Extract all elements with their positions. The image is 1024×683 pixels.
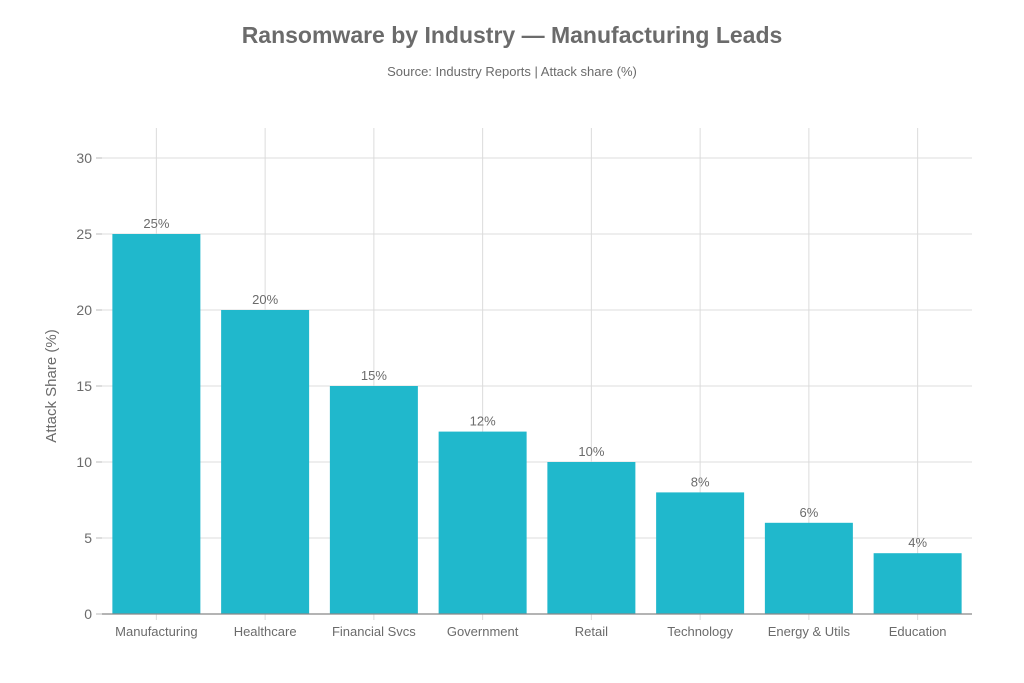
data-label: 8% [691,474,710,489]
bar-government [438,431,527,614]
y-tick-label: 25 [76,226,92,242]
bar-technology [656,492,745,614]
x-tick-label: Energy & Utils [768,624,851,639]
data-label: 12% [470,414,496,429]
y-tick-label: 5 [84,530,92,546]
data-label: 6% [799,505,818,520]
data-label: 4% [908,535,927,550]
bar-healthcare [221,310,310,614]
y-axis-label: Attack Share (%) [43,329,60,442]
chart-title: Ransomware by Industry — Manufacturing L… [241,22,783,48]
x-tick-label: Government [447,624,519,639]
bar-financial-svcs [329,386,418,614]
data-label: 10% [578,444,604,459]
y-tick-label: 0 [84,606,92,622]
bar-manufacturing [112,234,201,614]
y-tick-label: 15 [76,378,92,394]
x-tick-label: Healthcare [234,624,297,639]
data-label: 15% [361,368,387,383]
x-tick-label: Technology [667,624,733,639]
chart-subtitle: Source: Industry Reports | Attack share … [387,64,637,79]
bar-energy-utils [764,522,853,614]
y-tick-label: 10 [76,454,92,470]
data-label: 20% [252,292,278,307]
x-tick-label: Education [889,624,947,639]
y-tick-label: 20 [76,302,92,318]
y-tick-label: 30 [76,150,92,166]
x-tick-label: Financial Svcs [332,624,416,639]
x-tick-label: Manufacturing [115,624,197,639]
bar-education [873,553,962,614]
x-tick-label: Retail [575,624,608,639]
bar-retail [547,462,636,614]
data-label: 25% [143,216,169,231]
